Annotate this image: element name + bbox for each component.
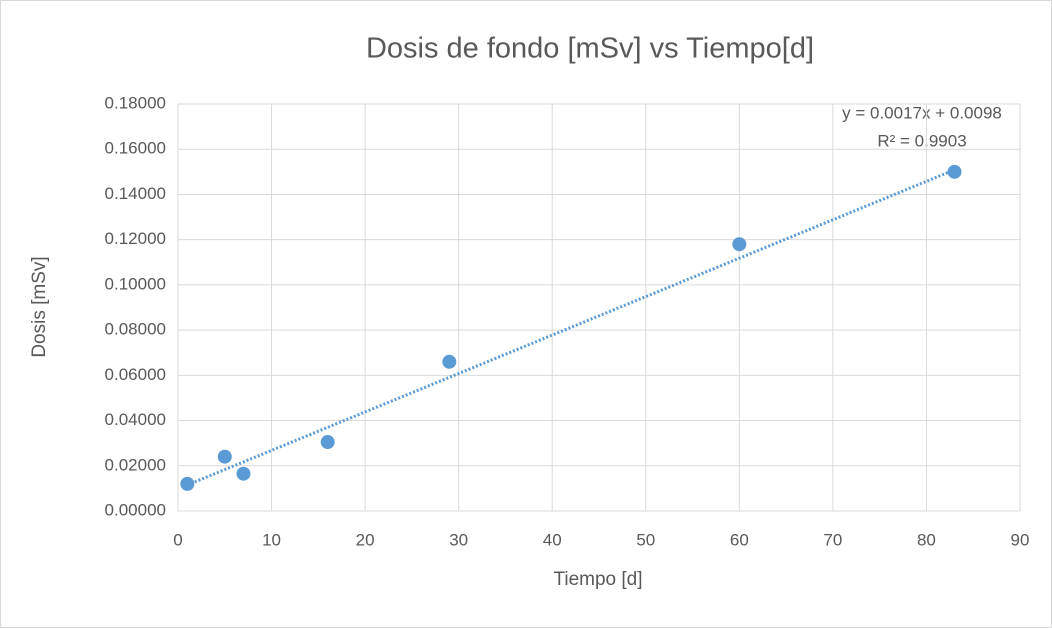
x-tick-label: 60 [730, 530, 749, 549]
x-tick-label: 50 [636, 530, 655, 549]
x-tick-label: 80 [917, 530, 936, 549]
point [947, 164, 962, 179]
x-tick-label: 90 [1011, 530, 1030, 549]
y-tick-label: 0.12000 [105, 229, 166, 248]
y-tick-label: 0.18000 [105, 93, 166, 112]
x-axis-label: Tiempo [d] [553, 569, 642, 590]
x-tick-label: 0 [173, 530, 182, 549]
x-tick-label: 70 [823, 530, 842, 549]
y-tick-label: 0.14000 [105, 184, 166, 203]
point [320, 435, 335, 450]
point [180, 476, 195, 491]
y-tick-label: 0.16000 [105, 139, 166, 158]
y-axis-label: Dosis [mSv] [29, 256, 50, 357]
y-tick-label: 0.04000 [105, 410, 166, 429]
point [236, 466, 251, 481]
y-tick-label: 0.08000 [105, 320, 166, 339]
y-tick-label: 0.00000 [105, 500, 166, 519]
y-tick-label: 0.10000 [105, 274, 166, 293]
point [217, 449, 232, 464]
y-tick-label: 0.06000 [105, 365, 166, 384]
y-tick-label: 0.02000 [105, 455, 166, 474]
point [732, 237, 747, 252]
x-tick-label: 10 [262, 530, 281, 549]
x-tick-label: 30 [449, 530, 468, 549]
chart-title: Dosis de fondo [mSv] vs Tiempo[d] [366, 33, 814, 65]
trendline-r2: R² = 0.9903 [877, 131, 966, 150]
point [442, 354, 457, 369]
x-tick-label: 20 [356, 530, 375, 549]
trendline-equation: y = 0.0017x + 0.0098 [842, 103, 1002, 122]
x-tick-label: 40 [543, 530, 562, 549]
